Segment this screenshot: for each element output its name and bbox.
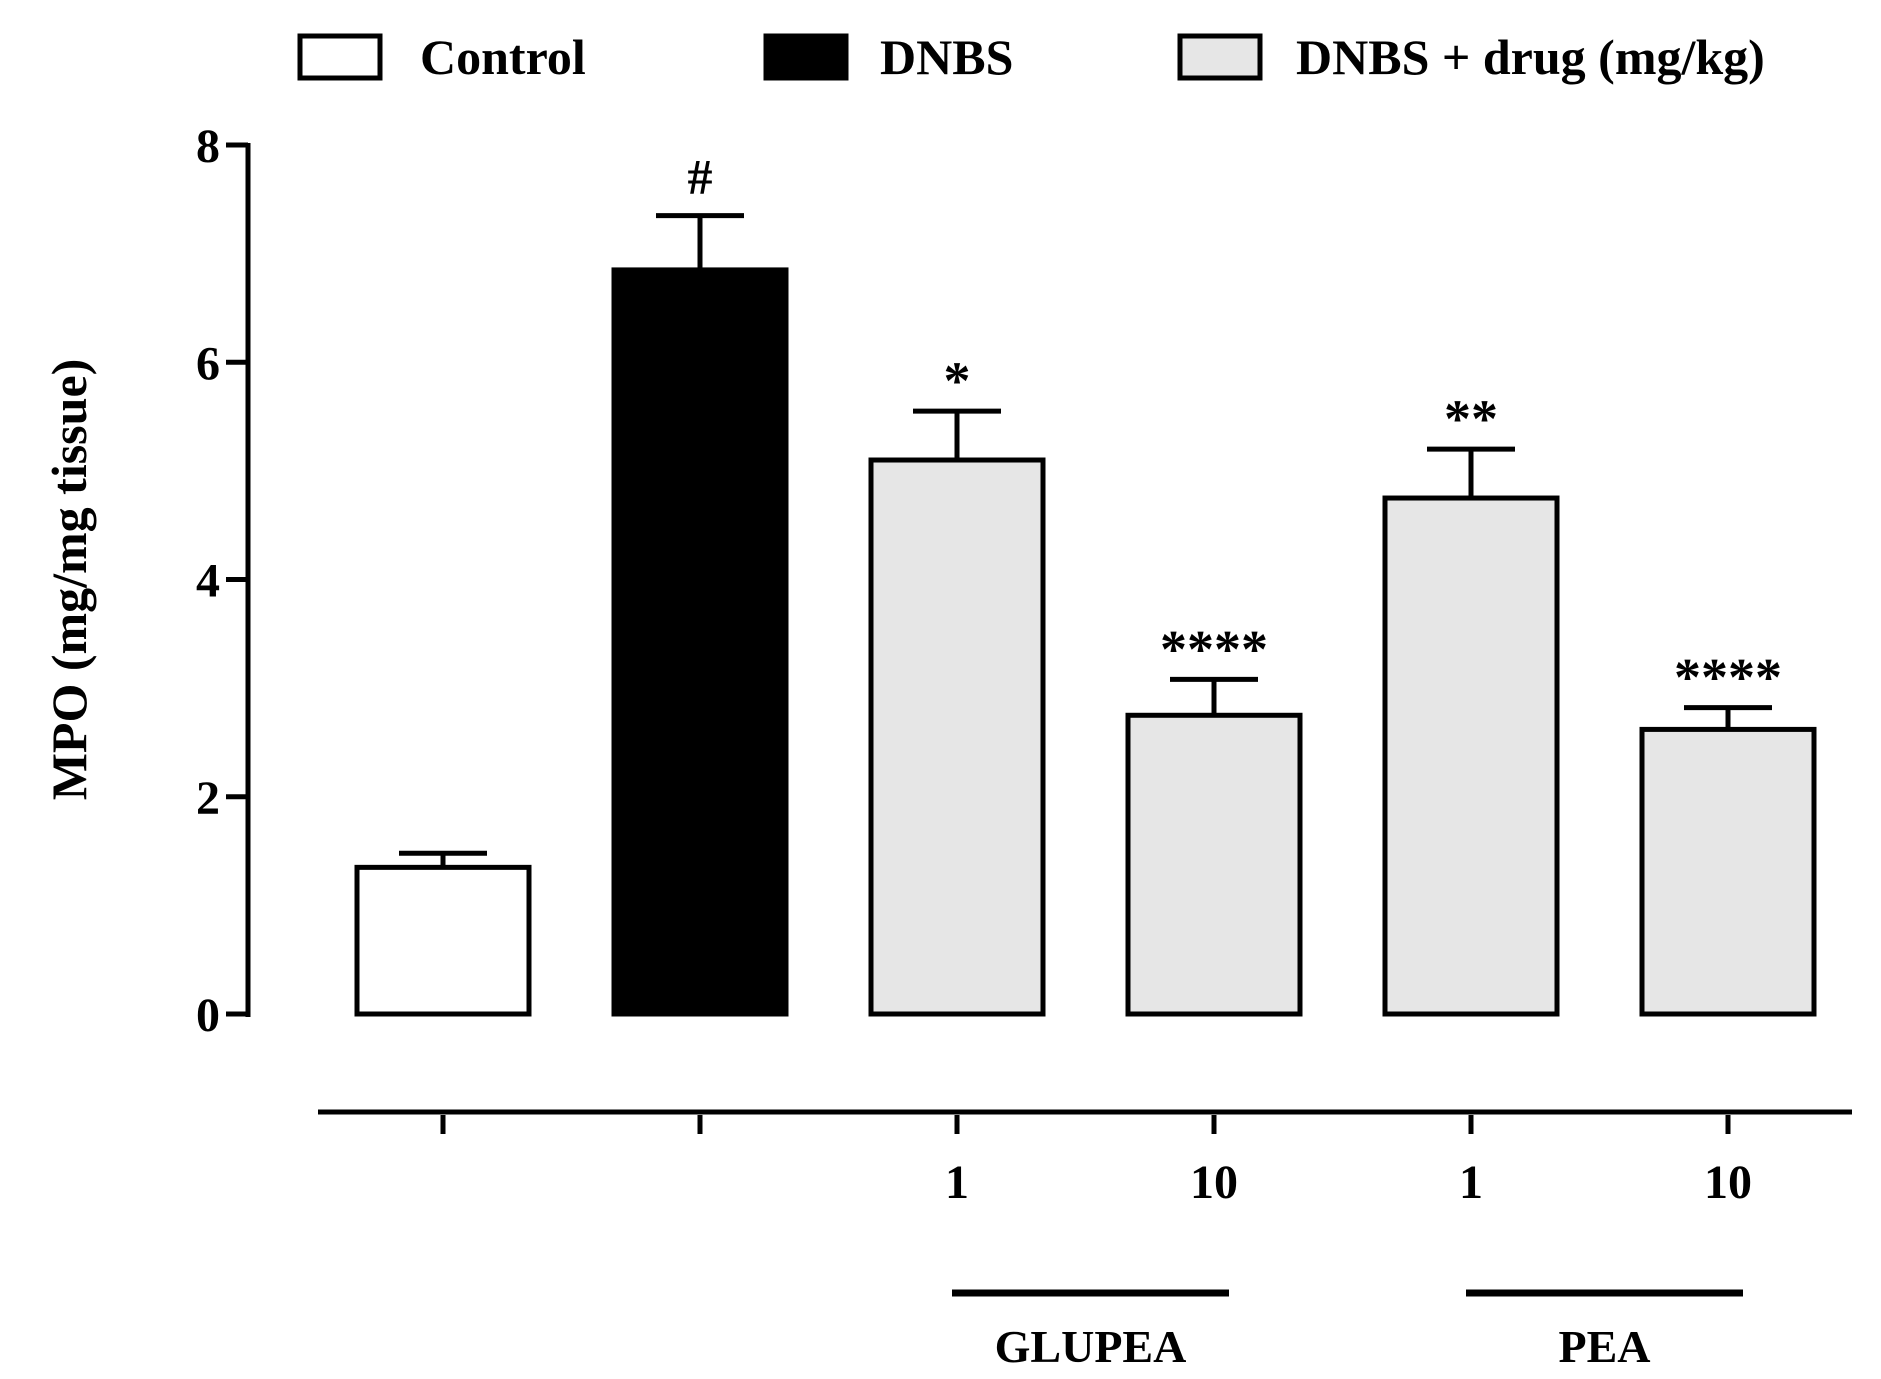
bar: [611, 267, 789, 1017]
legend-label: DNBS: [880, 29, 1013, 85]
bar: [868, 457, 1046, 1017]
dose-label: 10: [1704, 1156, 1752, 1209]
bar: [1639, 726, 1817, 1017]
significance-label: ****: [1674, 648, 1782, 708]
legend-swatch: [297, 33, 383, 81]
y-tick-label: 0: [196, 989, 220, 1042]
y-tick-label: 2: [196, 772, 220, 825]
x-axis: 1 10 1 10 GLUPEA PEA: [318, 1109, 1852, 1372]
bars: #***********: [354, 149, 1817, 1017]
legend-swatch: [1177, 33, 1263, 81]
group-label: PEA: [1559, 1321, 1651, 1372]
legend-label: Control: [420, 29, 586, 85]
y-tick-label: 6: [196, 337, 220, 390]
y-tick-label: 4: [196, 555, 220, 608]
significance-label: #: [688, 149, 713, 205]
significance-label: ****: [1160, 619, 1268, 679]
dose-label: 1: [945, 1156, 969, 1209]
legend-label: DNBS + drug (mg/kg): [1296, 29, 1765, 85]
bar: [1382, 495, 1560, 1017]
bar: [1125, 712, 1303, 1017]
legend-swatch: [763, 33, 849, 81]
y-axis: 0 2 4 6 8 MPO (mg/mg tissue): [41, 120, 251, 1042]
group-label: GLUPEA: [995, 1321, 1187, 1372]
significance-label: **: [1444, 389, 1498, 449]
y-axis-title: MPO (mg/mg tissue): [41, 359, 97, 801]
significance-label: *: [944, 351, 971, 411]
y-tick-label: 8: [196, 120, 220, 173]
dose-label: 1: [1459, 1156, 1483, 1209]
bar: [354, 864, 532, 1017]
dose-label: 10: [1190, 1156, 1238, 1209]
legend: Control DNBS DNBS + drug (mg/kg): [297, 29, 1765, 85]
